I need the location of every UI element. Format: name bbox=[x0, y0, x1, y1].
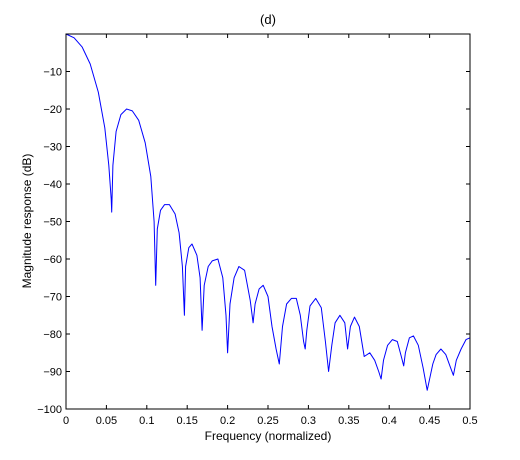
x-tick-label: 0.3 bbox=[301, 415, 316, 427]
axes-frame bbox=[65, 33, 471, 410]
y-tick-label: −60 bbox=[43, 254, 62, 266]
x-tick-label: 0.2 bbox=[220, 415, 235, 427]
series-line bbox=[65, 33, 471, 391]
y-tick-label: −20 bbox=[43, 104, 62, 116]
x-axis-label: Frequency (normalized) bbox=[205, 429, 332, 443]
chart-title: (d) bbox=[260, 12, 276, 27]
x-tick-label: 0.25 bbox=[257, 415, 278, 427]
y-tick-label: −90 bbox=[43, 367, 62, 379]
x-tick-label: 0.4 bbox=[382, 415, 397, 427]
y-tick-label: −50 bbox=[43, 217, 62, 229]
x-tick-label: 0.05 bbox=[96, 415, 117, 427]
y-tick-label: −30 bbox=[43, 142, 62, 154]
x-tick-label: 0.45 bbox=[419, 415, 440, 427]
y-axis-label: Magnitude response (dB) bbox=[20, 154, 34, 289]
y-tick-label: −70 bbox=[43, 292, 62, 304]
y-tick-label: −10 bbox=[43, 67, 62, 79]
x-tick-label: 0 bbox=[63, 415, 69, 427]
y-tick-label: −80 bbox=[43, 329, 62, 341]
x-tick-label: 0.15 bbox=[176, 415, 197, 427]
x-tick-label: 0.35 bbox=[338, 415, 359, 427]
y-tick-label: −40 bbox=[43, 179, 62, 191]
x-tick-label: 0.5 bbox=[462, 415, 477, 427]
x-tick-label: 0.1 bbox=[139, 415, 154, 427]
tick-labels: 0 0.05 0.1 0.15 0.2 0.25 0.3 0.35 0.4 0.45 0.5 −100… bbox=[37, 67, 477, 428]
y-tick-label: −100 bbox=[37, 404, 62, 416]
plot-area bbox=[66, 34, 470, 409]
